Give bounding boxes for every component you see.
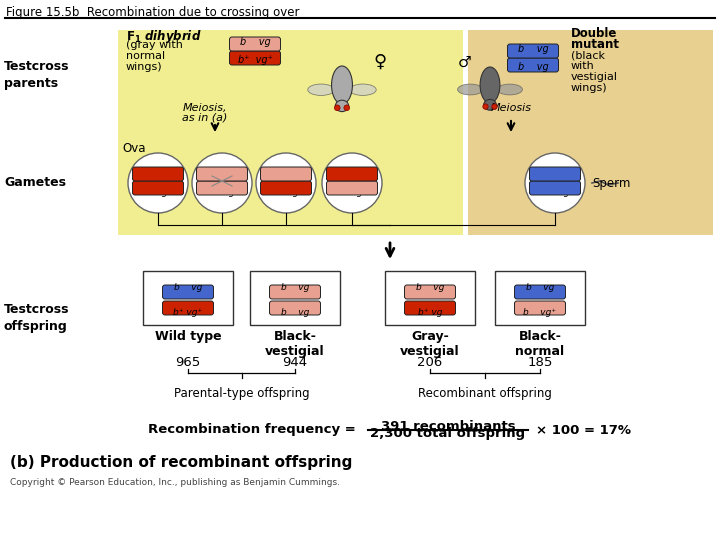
Text: b    vg: b vg [518, 44, 549, 54]
FancyBboxPatch shape [197, 181, 248, 195]
Text: b   vg⁺: b vg⁺ [337, 188, 367, 197]
Text: (gray with: (gray with [126, 40, 183, 50]
Text: b    vg: b vg [518, 62, 549, 72]
Text: 206: 206 [418, 356, 443, 369]
Text: b    vg: b vg [281, 308, 309, 317]
Text: Black-
vestigial: Black- vestigial [265, 330, 325, 358]
FancyBboxPatch shape [508, 44, 559, 58]
Text: 185: 185 [527, 356, 553, 369]
Text: b    vg: b vg [240, 37, 271, 47]
FancyBboxPatch shape [495, 271, 585, 325]
Ellipse shape [498, 84, 523, 95]
Text: b    vg: b vg [526, 283, 554, 292]
FancyBboxPatch shape [515, 285, 565, 299]
FancyBboxPatch shape [132, 181, 184, 195]
FancyBboxPatch shape [261, 181, 312, 195]
Text: Parental-type offspring: Parental-type offspring [174, 387, 310, 400]
FancyBboxPatch shape [326, 181, 377, 195]
FancyBboxPatch shape [163, 285, 214, 299]
Text: Double: Double [571, 27, 617, 40]
Text: Sperm: Sperm [592, 177, 631, 190]
Text: $\mathbf{F_1}$ dihybrid: $\mathbf{F_1}$ dihybrid [126, 28, 202, 45]
Text: as in (a): as in (a) [182, 113, 228, 123]
Text: (b) Production of recombinant offspring: (b) Production of recombinant offspring [10, 455, 352, 470]
Text: b⁺ vg: b⁺ vg [418, 308, 442, 317]
Circle shape [525, 153, 585, 213]
Text: Gametes: Gametes [4, 177, 66, 190]
Text: Meiosis,: Meiosis, [183, 103, 228, 113]
Circle shape [334, 105, 340, 111]
Ellipse shape [480, 67, 500, 103]
Ellipse shape [331, 66, 353, 104]
Text: Black-
normal: Black- normal [516, 330, 564, 358]
Text: × 100 = 17%: × 100 = 17% [536, 423, 631, 436]
Ellipse shape [350, 84, 376, 96]
FancyBboxPatch shape [230, 37, 281, 51]
Text: Copyright © Pearson Education, Inc., publishing as Benjamin Cummings.: Copyright © Pearson Education, Inc., pub… [10, 478, 340, 487]
FancyBboxPatch shape [385, 271, 475, 325]
Text: b⁺ vg⁺: b⁺ vg⁺ [143, 188, 173, 197]
Bar [468, 30, 713, 235]
Text: vestigial: vestigial [571, 72, 618, 82]
FancyBboxPatch shape [261, 167, 312, 181]
Text: b    vg: b vg [174, 283, 202, 292]
Text: b⁺ vg⁺: b⁺ vg⁺ [174, 308, 202, 317]
Text: Ova: Ova [122, 142, 145, 155]
Text: 965: 965 [176, 356, 201, 369]
Text: (black: (black [571, 50, 605, 60]
Text: b    vg: b vg [541, 188, 570, 197]
Text: ♂: ♂ [458, 55, 472, 70]
Circle shape [492, 104, 498, 109]
FancyBboxPatch shape [269, 301, 320, 315]
Ellipse shape [336, 100, 348, 112]
FancyBboxPatch shape [143, 271, 233, 325]
FancyBboxPatch shape [250, 271, 340, 325]
Text: Recombinant offspring: Recombinant offspring [418, 387, 552, 400]
Text: 944: 944 [282, 356, 307, 369]
Text: b    vg⁺: b vg⁺ [523, 308, 557, 317]
Text: Testcross
offspring: Testcross offspring [4, 303, 70, 333]
FancyBboxPatch shape [163, 301, 214, 315]
FancyBboxPatch shape [132, 167, 184, 181]
Text: 391 recombinants: 391 recombinants [381, 420, 516, 433]
Bar [118, 30, 463, 235]
Text: Meiosis: Meiosis [490, 103, 531, 113]
Text: ♀: ♀ [374, 53, 387, 71]
Text: Recombination frequency =: Recombination frequency = [148, 423, 356, 436]
Circle shape [483, 104, 488, 109]
Text: with: with [571, 61, 595, 71]
Text: b   vg: b vg [210, 188, 235, 197]
Text: b    vg: b vg [416, 283, 444, 292]
Text: b⁺  vg⁺: b⁺ vg⁺ [238, 55, 272, 65]
Text: Figure 15.5b  Recombination due to crossing over: Figure 15.5b Recombination due to crossi… [6, 6, 300, 19]
Text: mutant: mutant [571, 38, 619, 51]
FancyBboxPatch shape [197, 167, 248, 181]
Circle shape [322, 153, 382, 213]
FancyBboxPatch shape [405, 285, 456, 299]
Text: normal: normal [126, 51, 165, 61]
Text: Gray-
vestigial: Gray- vestigial [400, 330, 460, 358]
FancyBboxPatch shape [269, 285, 320, 299]
Text: b⁺ vg: b⁺ vg [274, 188, 298, 197]
Text: Testcross
parents: Testcross parents [4, 60, 70, 90]
FancyBboxPatch shape [508, 58, 559, 72]
Ellipse shape [308, 84, 334, 96]
Ellipse shape [458, 84, 483, 95]
Text: wings): wings) [126, 62, 163, 72]
FancyBboxPatch shape [515, 301, 565, 315]
FancyBboxPatch shape [230, 51, 281, 65]
Circle shape [128, 153, 188, 213]
Text: Wild type: Wild type [155, 330, 221, 343]
Text: b    vg: b vg [281, 283, 309, 292]
Circle shape [192, 153, 252, 213]
Text: 2,300 total offspring: 2,300 total offspring [370, 427, 526, 440]
Text: wings): wings) [571, 83, 608, 93]
FancyBboxPatch shape [326, 167, 377, 181]
Ellipse shape [484, 99, 496, 110]
Circle shape [344, 105, 350, 111]
Circle shape [256, 153, 316, 213]
FancyBboxPatch shape [529, 181, 580, 195]
FancyBboxPatch shape [529, 167, 580, 181]
FancyBboxPatch shape [405, 301, 456, 315]
